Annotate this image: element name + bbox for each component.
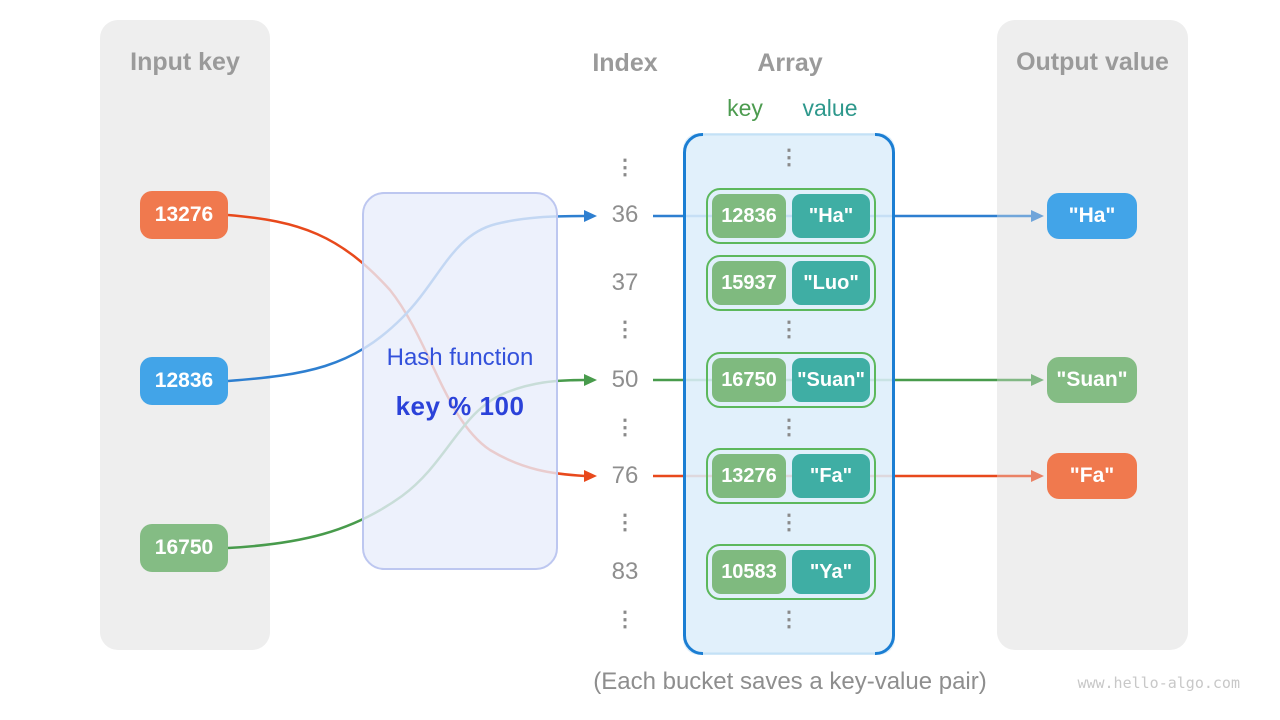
index-ellipsis: ⋮: [614, 156, 636, 179]
bucket-value: "Ha": [792, 194, 870, 238]
bucket-caption: (Each bucket saves a key-value pair): [593, 668, 987, 695]
bucket-value: "Fa": [792, 454, 870, 498]
bucket-key: 13276: [712, 454, 786, 498]
bucket-row-76: 13276 "Fa": [706, 448, 876, 504]
index-ellipsis: ⋮: [614, 608, 636, 631]
array-ellipsis: ⋮: [778, 608, 800, 631]
array-ellipsis: ⋮: [778, 416, 800, 439]
index-37: 37: [611, 269, 639, 296]
bucket-key: 15937: [712, 261, 786, 305]
output-arrows: [997, 210, 1044, 482]
output-value-suan: "Suan": [1047, 357, 1137, 403]
bucket-value: "Suan": [792, 358, 870, 402]
array-border-left: [683, 132, 704, 656]
array-value-header: value: [802, 95, 858, 121]
array-ellipsis: ⋮: [778, 511, 800, 534]
index-ellipsis: ⋮: [614, 511, 636, 534]
index-ellipsis: ⋮: [614, 318, 636, 341]
hash-function-label: Hash function: [386, 344, 534, 371]
input-key-12836: 12836: [140, 357, 228, 405]
arrowhead-index-50: [584, 374, 597, 386]
array-ellipsis: ⋮: [778, 318, 800, 341]
output-panel-title: Output value: [1016, 48, 1169, 76]
bucket-key: 12836: [712, 194, 786, 238]
index-column-header: Index: [592, 49, 658, 77]
output-value-ha: "Ha": [1047, 193, 1137, 239]
bucket-key: 10583: [712, 550, 786, 594]
index-50: 50: [611, 366, 639, 393]
input-key-16750: 16750: [140, 524, 228, 572]
watermark: www.hello-algo.com: [1077, 674, 1240, 692]
array-key-header: key: [727, 95, 763, 121]
index-83: 83: [611, 558, 639, 585]
output-value-panel: [997, 20, 1188, 650]
bucket-row-50: 16750 "Suan": [706, 352, 876, 408]
input-panel-title: Input key: [130, 48, 240, 76]
bucket-row-37: 15937 "Luo": [706, 255, 876, 311]
bucket-key: 16750: [712, 358, 786, 402]
array-border-right: [874, 132, 895, 656]
index-36: 36: [611, 201, 639, 228]
bucket-row-83: 10583 "Ya": [706, 544, 876, 600]
index-ellipsis: ⋮: [614, 416, 636, 439]
bucket-row-36: 12836 "Ha": [706, 188, 876, 244]
arrowhead-index-76: [584, 470, 597, 482]
bucket-value: "Ya": [792, 550, 870, 594]
hash-function-formula: key % 100: [395, 391, 525, 421]
hash-function-box: [362, 192, 558, 570]
array-column-header: Array: [757, 49, 823, 77]
bucket-value: "Luo": [792, 261, 870, 305]
arrowhead-index-36: [584, 210, 597, 222]
array-ellipsis: ⋮: [778, 146, 800, 169]
output-value-fa: "Fa": [1047, 453, 1137, 499]
input-key-13276: 13276: [140, 191, 228, 239]
index-76: 76: [611, 462, 639, 489]
